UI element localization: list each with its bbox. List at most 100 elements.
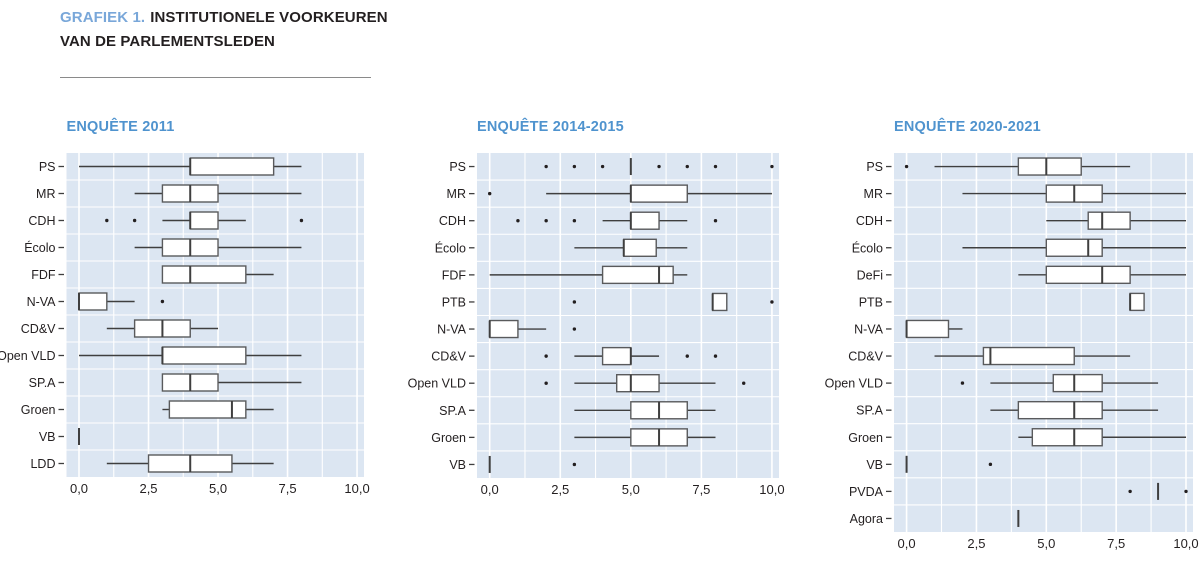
outlier-dot: [544, 164, 548, 169]
party-label: DeFi: [857, 268, 883, 282]
figure-header: GRAFIEK 1. INSTITUTIONELE VOORKEUREN VAN …: [60, 6, 388, 54]
outlier-dot: [572, 462, 577, 467]
boxplot-box: [189, 157, 275, 176]
axis-tick-label: 2,5: [139, 481, 157, 496]
party-label: PVDA: [849, 485, 884, 499]
party-label: SP.A: [439, 404, 467, 418]
figure-title-line1: GRAFIEK 1. INSTITUTIONELE VOORKEUREN: [60, 6, 388, 30]
boxplot-box: [189, 211, 219, 230]
axis-tick-label: 7,5: [1107, 536, 1125, 551]
boxplot-box: [1017, 157, 1082, 176]
outlier-dot: [105, 218, 109, 223]
panel-title: ENQUÊTE 2014-2015: [477, 117, 624, 135]
panel-2020-2021: ENQUÊTE 2020-2021 PS MR CDH Écolo DeFi PTB N-VA…: [825, 117, 1199, 551]
figure-number-label: GRAFIEK 1.: [60, 9, 146, 26]
boxplot-box: [616, 374, 660, 393]
boxplot-box: [161, 265, 247, 284]
panel-title: ENQUÊTE 2020-2021: [894, 117, 1041, 135]
party-label: Open VLD: [825, 377, 883, 391]
party-label: PS: [39, 160, 56, 174]
party-label: N-VA: [854, 322, 884, 336]
boxplot-box: [623, 238, 657, 257]
party-label: SP.A: [856, 404, 884, 418]
axis-tick-label: 5,0: [622, 482, 640, 497]
header-divider: [60, 77, 371, 78]
outlier-dot: [742, 381, 746, 385]
boxplot-box: [168, 400, 247, 419]
party-label: N-VA: [27, 295, 57, 309]
boxplot-box: [1031, 428, 1103, 447]
outlier-dot: [544, 381, 548, 385]
outlier-dot: [685, 354, 689, 358]
party-label: CDH: [856, 214, 883, 228]
party-label: MR: [864, 187, 883, 201]
boxplot-box: [489, 319, 519, 339]
outlier-dot: [600, 164, 605, 169]
boxplot-box: [1052, 373, 1103, 393]
boxplot-box: [601, 346, 632, 366]
party-label: Groen: [21, 403, 56, 417]
boxplot-box: [982, 346, 1075, 366]
outlier-dot: [960, 381, 965, 385]
boxplot-box: [1045, 265, 1131, 285]
outlier-dot: [1128, 489, 1132, 494]
party-label: Écolo: [852, 240, 883, 255]
outlier-dot: [572, 300, 577, 304]
outlier-dot: [132, 218, 137, 223]
boxplot-box: [601, 265, 674, 285]
axis-tick-label: 2,5: [967, 536, 985, 551]
boxplot-box: [630, 211, 660, 230]
axis-tick-label: 0,0: [70, 481, 88, 496]
boxplot-box: [78, 292, 108, 311]
outlier-dot: [713, 354, 718, 358]
party-label: PTB: [859, 295, 883, 309]
party-label: VB: [866, 458, 883, 472]
boxplot-box: [1017, 400, 1103, 420]
axis-tick-label: 7,5: [692, 482, 710, 497]
outlier-dot: [572, 219, 577, 223]
party-label: CD&V: [21, 322, 56, 336]
party-label: Agora: [850, 512, 883, 526]
outlier-dot: [988, 462, 993, 467]
figure-title-line2: VAN DE PARLEMENTSLEDEN: [60, 33, 275, 50]
boxplot-box: [1129, 292, 1145, 312]
outlier-dot: [516, 219, 520, 223]
axis-tick-label: 7,5: [279, 481, 297, 496]
party-label: FDF: [31, 268, 56, 282]
party-label: Open VLD: [0, 349, 56, 363]
boxplot-box: [1087, 211, 1131, 230]
party-label: MR: [447, 187, 466, 201]
axis-tick-label: 2,5: [551, 482, 569, 497]
boxplot-box: [905, 319, 950, 339]
party-label: FDF: [442, 268, 467, 282]
outlier-dot: [904, 164, 909, 169]
party-label: CDH: [28, 214, 55, 228]
outlier-dot: [572, 327, 577, 331]
party-label: VB: [39, 430, 56, 444]
axis-tick-label: 0,0: [898, 536, 916, 551]
axis-tick-label: 0,0: [481, 482, 499, 497]
party-label: Groen: [431, 431, 466, 445]
axis-tick-label: 5,0: [1037, 536, 1055, 551]
figure-title-text: INSTITUTIONELE VOORKEUREN: [150, 9, 388, 26]
party-label: CD&V: [848, 350, 883, 364]
outlier-dot: [685, 164, 689, 169]
outlier-dot: [713, 164, 718, 169]
panel-2014-2015: ENQUÊTE 2014-2015 PS MR CDH Écolo FDF PTB N-VA C…: [408, 117, 785, 497]
boxplot-box: [161, 346, 247, 365]
panel-2011: ENQUÊTE 2011 PS MR CDH Écolo FDF N-VA CD&V Open …: [0, 117, 370, 496]
party-label: Open VLD: [408, 377, 466, 391]
party-label: Écolo: [24, 240, 55, 255]
axis-tick-label: 5,0: [209, 481, 227, 496]
boxplot-box: [1045, 238, 1103, 257]
boxplot-box: [630, 184, 688, 203]
party-label: Écolo: [435, 240, 466, 255]
party-label: Groen: [848, 431, 883, 445]
party-label: CD&V: [431, 350, 466, 364]
axis-tick-label: 10,0: [344, 481, 369, 496]
axis-tick-label: 10,0: [1173, 536, 1198, 551]
party-label: PTB: [442, 295, 466, 309]
outlier-dot: [160, 299, 165, 304]
party-label: PS: [866, 160, 883, 174]
